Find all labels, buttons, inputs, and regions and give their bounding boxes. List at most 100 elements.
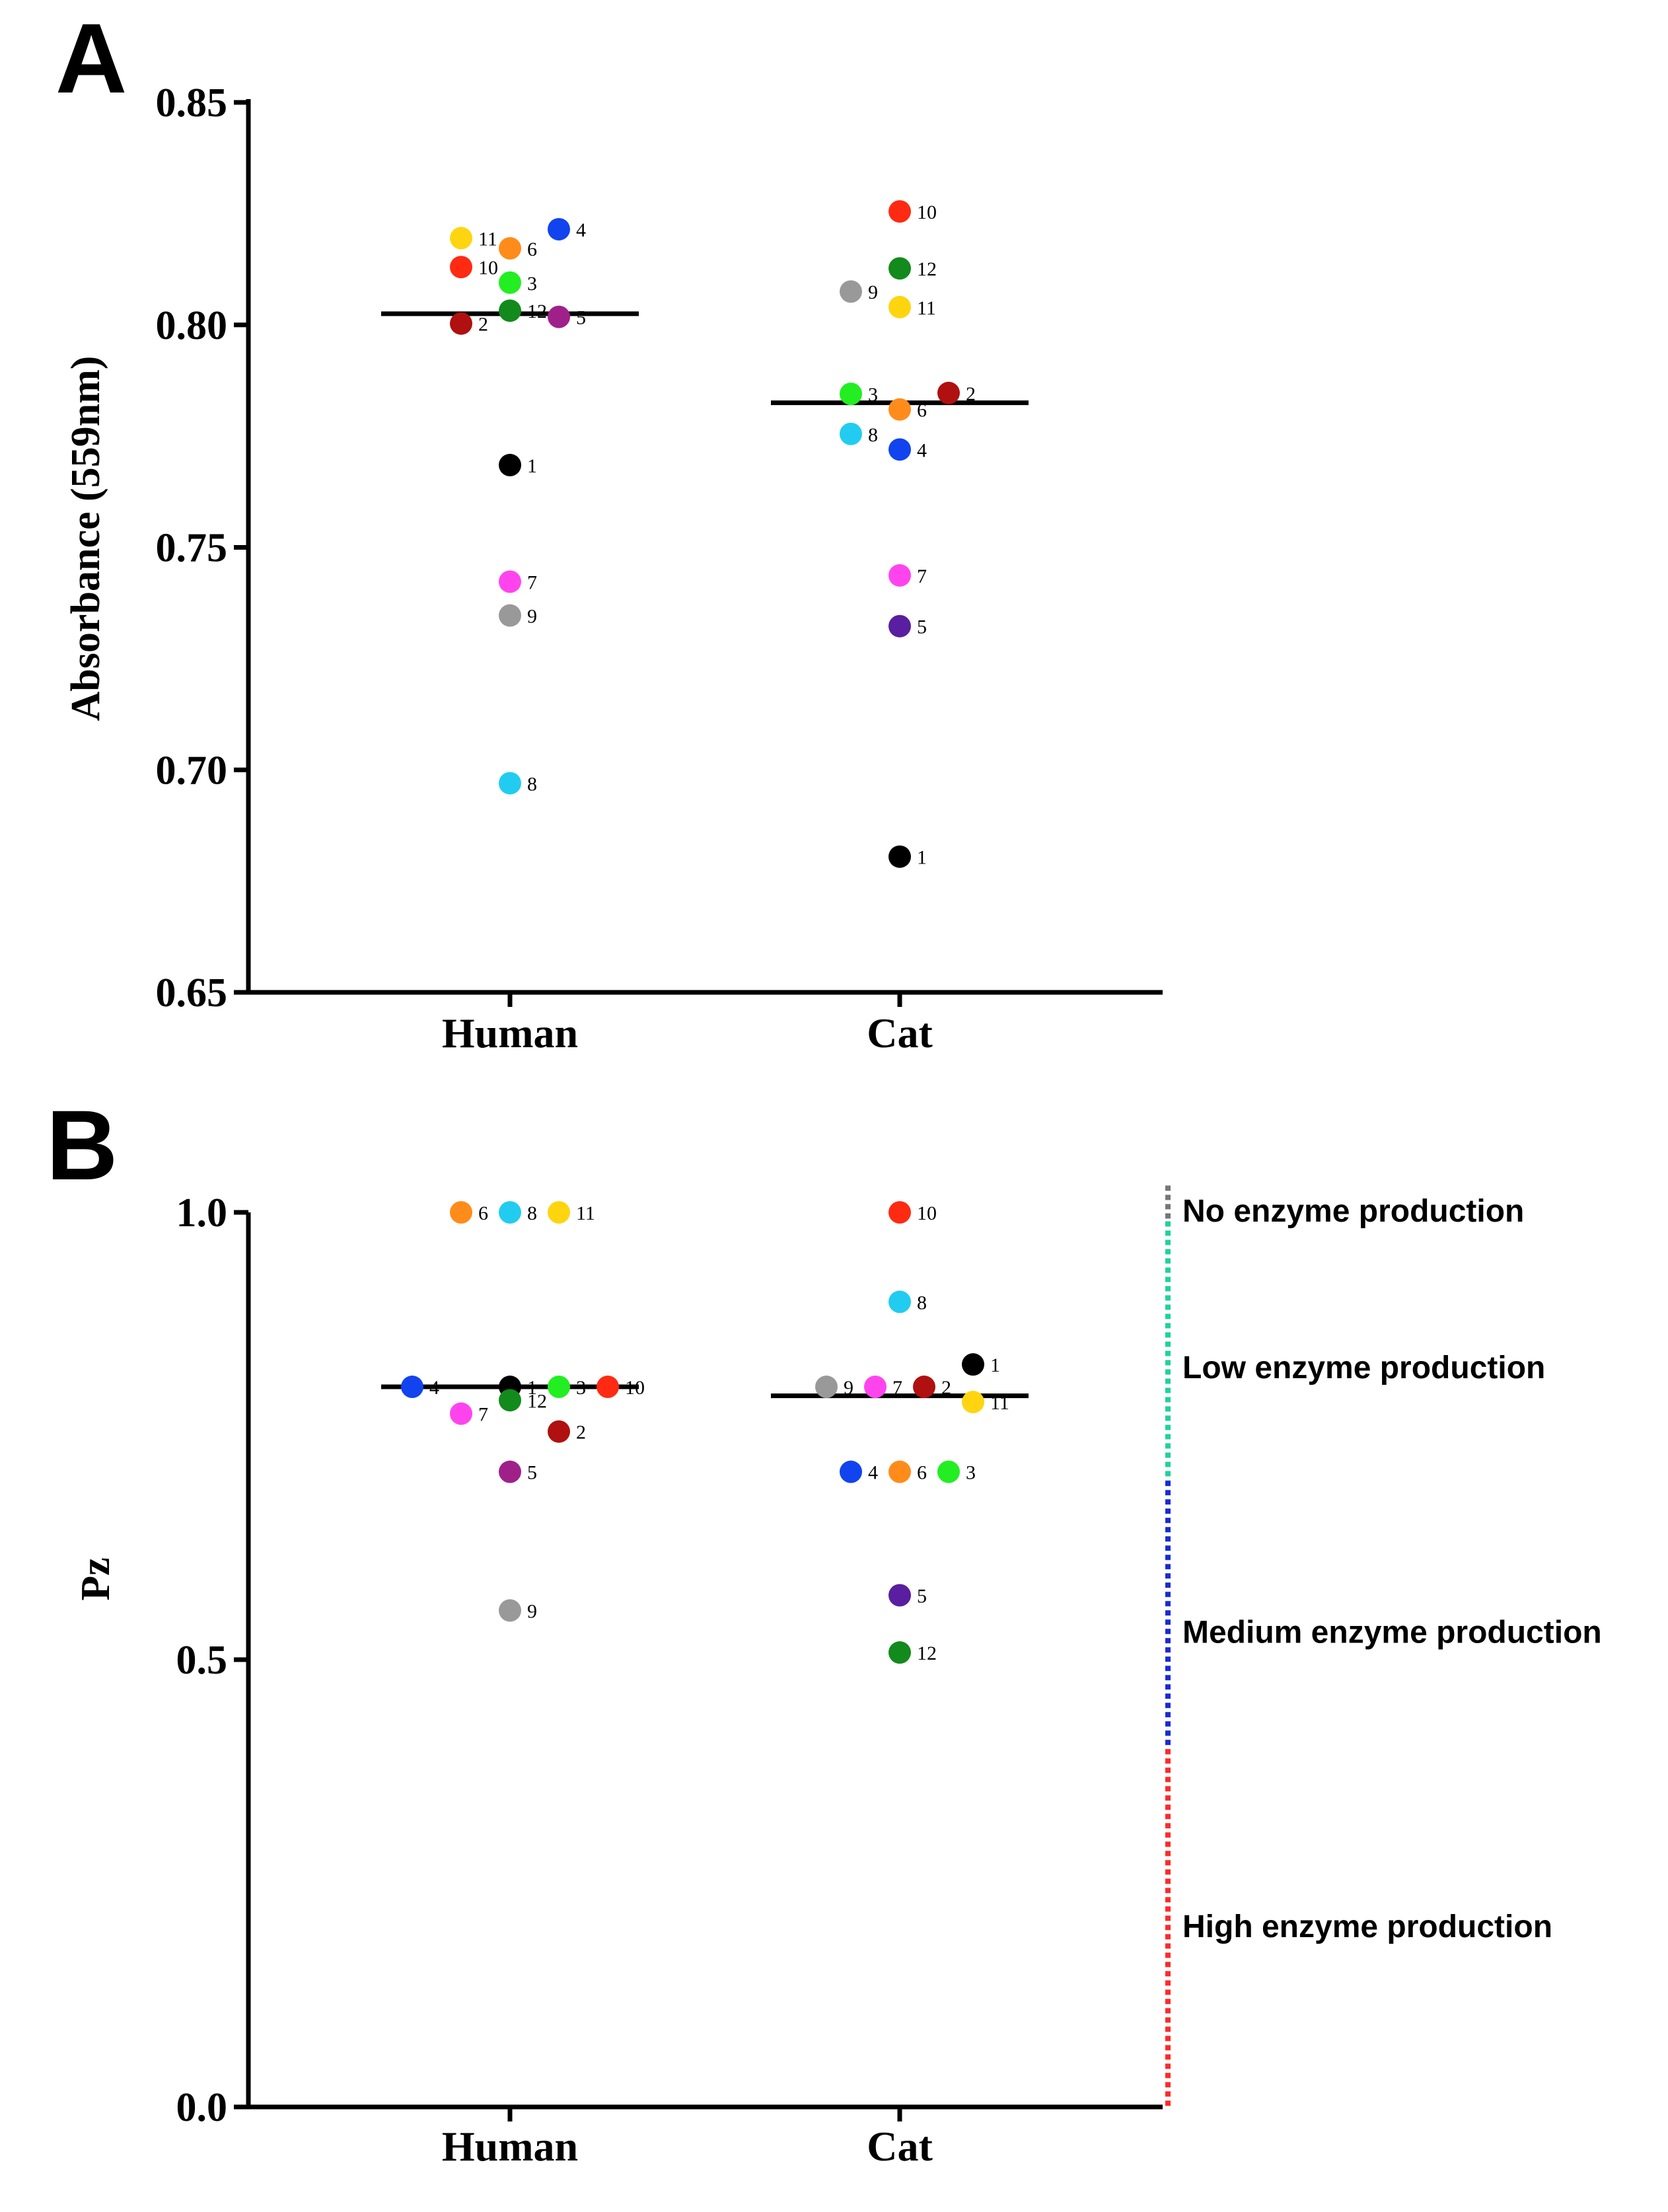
data-point-label: 6 — [917, 1462, 927, 1484]
data-point-label: 1 — [990, 1354, 1000, 1376]
data-point-label: 11 — [576, 1202, 595, 1224]
data-point-label: 12 — [917, 258, 937, 280]
data-point-human-4 — [401, 1376, 423, 1399]
data-point-human-4 — [548, 217, 570, 240]
data-point-label: 3 — [966, 1462, 976, 1484]
data-point-cat-6 — [888, 1460, 911, 1483]
data-point-cat-4 — [888, 438, 911, 461]
data-point-label: 8 — [868, 424, 878, 446]
panel-a-chart: A Absorbance (559nm) 0.65 0.70 0.75 0.80 0.8… — [55, 3, 1163, 1056]
data-point-cat-10 — [888, 200, 911, 223]
data-point-label: 7 — [478, 1404, 488, 1426]
y-tick-label: 0.75 — [156, 526, 228, 571]
data-point-cat-1 — [888, 845, 911, 868]
data-point-human-6 — [450, 1201, 472, 1224]
x-category-label-cat: Cat — [867, 2123, 933, 2170]
data-point-label: 6 — [478, 1202, 488, 1224]
data-point-human-12 — [499, 1389, 521, 1412]
data-point-label: 11 — [990, 1392, 1009, 1414]
data-point-human-2 — [450, 312, 472, 335]
data-point-cat-1 — [962, 1353, 984, 1376]
data-point-label: 11 — [917, 297, 936, 319]
x-category-label-human: Human — [442, 1010, 578, 1056]
data-point-human-11 — [450, 227, 472, 250]
data-point-human-3 — [499, 271, 521, 294]
panel-a-letter: A — [55, 3, 127, 114]
data-point-human-8 — [499, 772, 521, 795]
data-point-human-5 — [499, 1460, 521, 1483]
data-point-cat-8 — [840, 422, 862, 445]
data-point-human-1 — [499, 453, 521, 476]
panel-b-letter: B — [46, 1089, 118, 1200]
data-point-cat-3 — [840, 383, 862, 406]
data-point-label: 7 — [527, 571, 537, 593]
x-category-label-human: Human — [442, 2123, 578, 2170]
zone-label-2: Medium enzyme production — [1182, 1615, 1602, 1650]
x-category-label-cat: Cat — [867, 1010, 933, 1056]
data-point-label: 10 — [917, 1202, 937, 1224]
data-point-cat-11 — [962, 1391, 984, 1414]
data-point-label: 9 — [527, 606, 537, 628]
data-point-human-9 — [499, 604, 521, 627]
data-point-human-10 — [450, 256, 472, 279]
zone-label-3: High enzyme production — [1182, 1909, 1552, 1944]
data-point-label: 9 — [844, 1377, 853, 1399]
data-point-human-8 — [499, 1201, 521, 1224]
data-point-label: 1 — [527, 455, 537, 477]
data-point-human-3 — [548, 1376, 570, 1399]
data-point-label: 8 — [527, 1202, 537, 1224]
data-point-cat-7 — [888, 564, 911, 587]
y-tick-label: 0.0 — [176, 2085, 228, 2130]
data-point-label: 12 — [527, 301, 547, 322]
data-point-label: 4 — [576, 219, 586, 241]
data-point-cat-12 — [888, 1641, 911, 1664]
data-point-human-11 — [548, 1201, 570, 1224]
data-point-label: 4 — [429, 1377, 439, 1399]
data-point-label: 3 — [868, 384, 878, 406]
data-point-label: 12 — [917, 1642, 937, 1664]
y-tick-label: 1.0 — [176, 1191, 228, 1235]
data-point-label: 3 — [527, 273, 537, 295]
data-point-human-6 — [499, 237, 521, 260]
data-point-label: 12 — [527, 1390, 547, 1412]
data-point-cat-4 — [840, 1460, 862, 1483]
data-point-cat-9 — [840, 280, 862, 303]
data-point-label: 5 — [917, 1586, 927, 1607]
data-point-label: 2 — [966, 383, 976, 405]
data-point-cat-2 — [937, 381, 960, 404]
data-point-label: 8 — [917, 1292, 927, 1313]
data-point-cat-11 — [888, 295, 911, 318]
data-point-label: 1 — [917, 847, 927, 869]
y-tick-label: 0.70 — [156, 748, 228, 793]
data-point-label: 10 — [917, 202, 937, 223]
data-point-label: 11 — [478, 228, 497, 250]
data-point-label: 2 — [941, 1377, 951, 1399]
data-point-human-7 — [450, 1402, 472, 1425]
data-point-label: 4 — [917, 439, 927, 461]
data-point-label: 5 — [527, 1462, 537, 1484]
data-point-label: 10 — [478, 257, 498, 279]
data-point-label: 1 — [527, 1377, 537, 1399]
data-point-human-10 — [597, 1376, 619, 1399]
data-point-label: 9 — [868, 281, 878, 303]
data-point-cat-5 — [888, 614, 911, 638]
data-point-label: 5 — [917, 616, 927, 638]
data-point-label: 3 — [576, 1377, 586, 1399]
data-point-cat-2 — [913, 1376, 935, 1399]
y-tick-label: 0.5 — [176, 1638, 228, 1683]
data-point-cat-5 — [888, 1584, 911, 1607]
panel-b-y-axis-title: Pz — [73, 1557, 118, 1600]
data-point-human-5 — [548, 305, 570, 328]
data-point-label: 7 — [892, 1377, 902, 1399]
y-tick-label: 0.80 — [156, 303, 228, 348]
y-tick-label: 0.85 — [156, 81, 228, 126]
data-point-label: 6 — [527, 239, 537, 260]
data-point-label: 2 — [478, 314, 488, 336]
data-point-cat-7 — [864, 1376, 887, 1399]
data-point-human-7 — [499, 570, 521, 593]
y-tick-label: 0.65 — [156, 971, 228, 1015]
data-point-label: 2 — [576, 1422, 586, 1444]
data-point-cat-12 — [888, 257, 911, 280]
data-point-label: 8 — [527, 773, 537, 795]
